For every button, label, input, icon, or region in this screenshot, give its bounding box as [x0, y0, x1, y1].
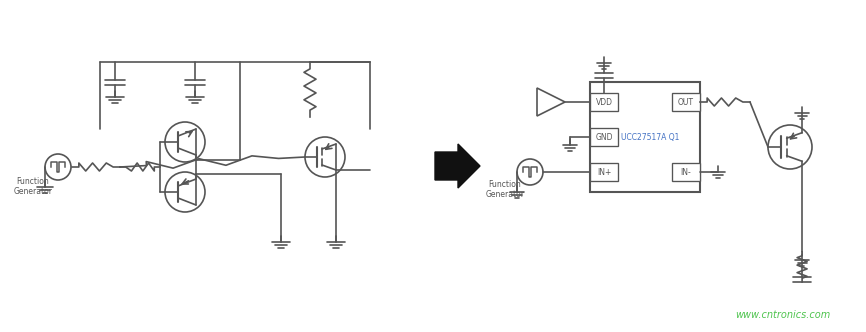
Bar — [672, 93, 700, 111]
Text: GND: GND — [595, 132, 613, 141]
Bar — [590, 163, 618, 181]
Text: www.cntronics.com: www.cntronics.com — [734, 310, 830, 320]
Text: IN+: IN+ — [597, 168, 611, 177]
Text: Function
Generator: Function Generator — [486, 180, 525, 200]
Text: VDD: VDD — [596, 98, 612, 107]
Text: OUT: OUT — [678, 98, 694, 107]
Text: UCC27517A Q1: UCC27517A Q1 — [621, 132, 679, 141]
Bar — [672, 163, 700, 181]
Text: IN-: IN- — [681, 168, 691, 177]
Text: Function
Generator: Function Generator — [14, 177, 53, 197]
FancyArrow shape — [435, 144, 480, 188]
Bar — [590, 128, 618, 146]
Bar — [590, 93, 618, 111]
Bar — [590, 82, 700, 192]
